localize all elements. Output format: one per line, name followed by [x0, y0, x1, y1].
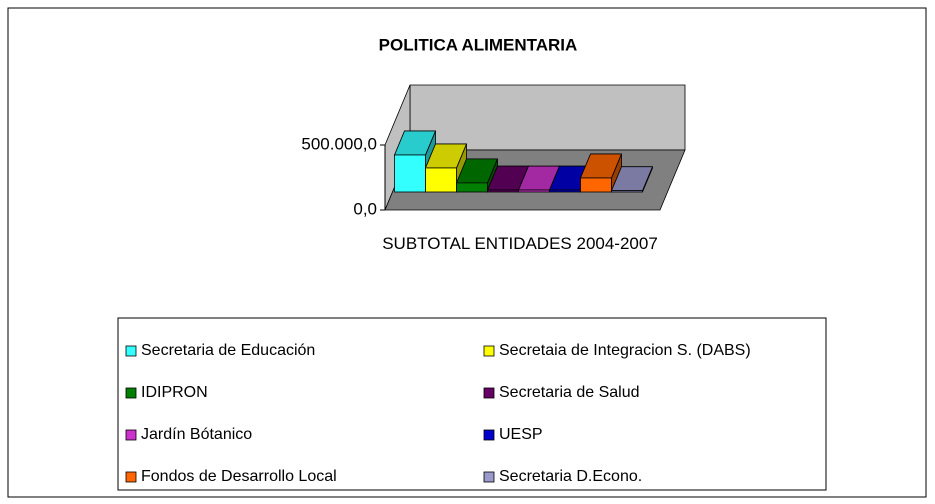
legend-swatch [483, 429, 495, 441]
legend-label: Secretaria de Salud [499, 384, 640, 401]
bar [611, 190, 643, 193]
bar [394, 154, 426, 193]
bar [580, 177, 612, 193]
legend-swatch [483, 387, 495, 399]
legend-swatch [125, 345, 137, 357]
legend-label: Secretaia de Integracion S. (DABS) [499, 342, 751, 359]
legend-swatch [125, 471, 137, 483]
bar [456, 182, 488, 193]
bar [518, 189, 550, 193]
legend-label: Fondos de Desarrollo Local [141, 468, 337, 485]
y-tick-label: 500.000,0 [301, 134, 377, 153]
legend-swatch [483, 345, 495, 357]
legend-swatch [483, 471, 495, 483]
legend-swatch [125, 429, 137, 441]
legend-swatch [125, 387, 137, 399]
back-wall [409, 84, 686, 151]
chart-title: POLITICA ALIMENTARIA [379, 35, 578, 54]
legend-label: Secretaria de Educación [141, 342, 315, 359]
legend-label: IDIPRON [141, 384, 208, 401]
y-tick-label: 0,0 [353, 199, 377, 218]
legend-box [117, 317, 827, 491]
x-category-label: SUBTOTAL ENTIDADES 2004-2007 [382, 234, 658, 253]
bar [549, 189, 581, 193]
legend-label: UESP [499, 426, 543, 443]
legend-label: Jardín Bótanico [141, 426, 252, 443]
bar [487, 189, 519, 193]
bar [425, 167, 457, 193]
legend-label: Secretaria D.Econo. [499, 468, 642, 485]
